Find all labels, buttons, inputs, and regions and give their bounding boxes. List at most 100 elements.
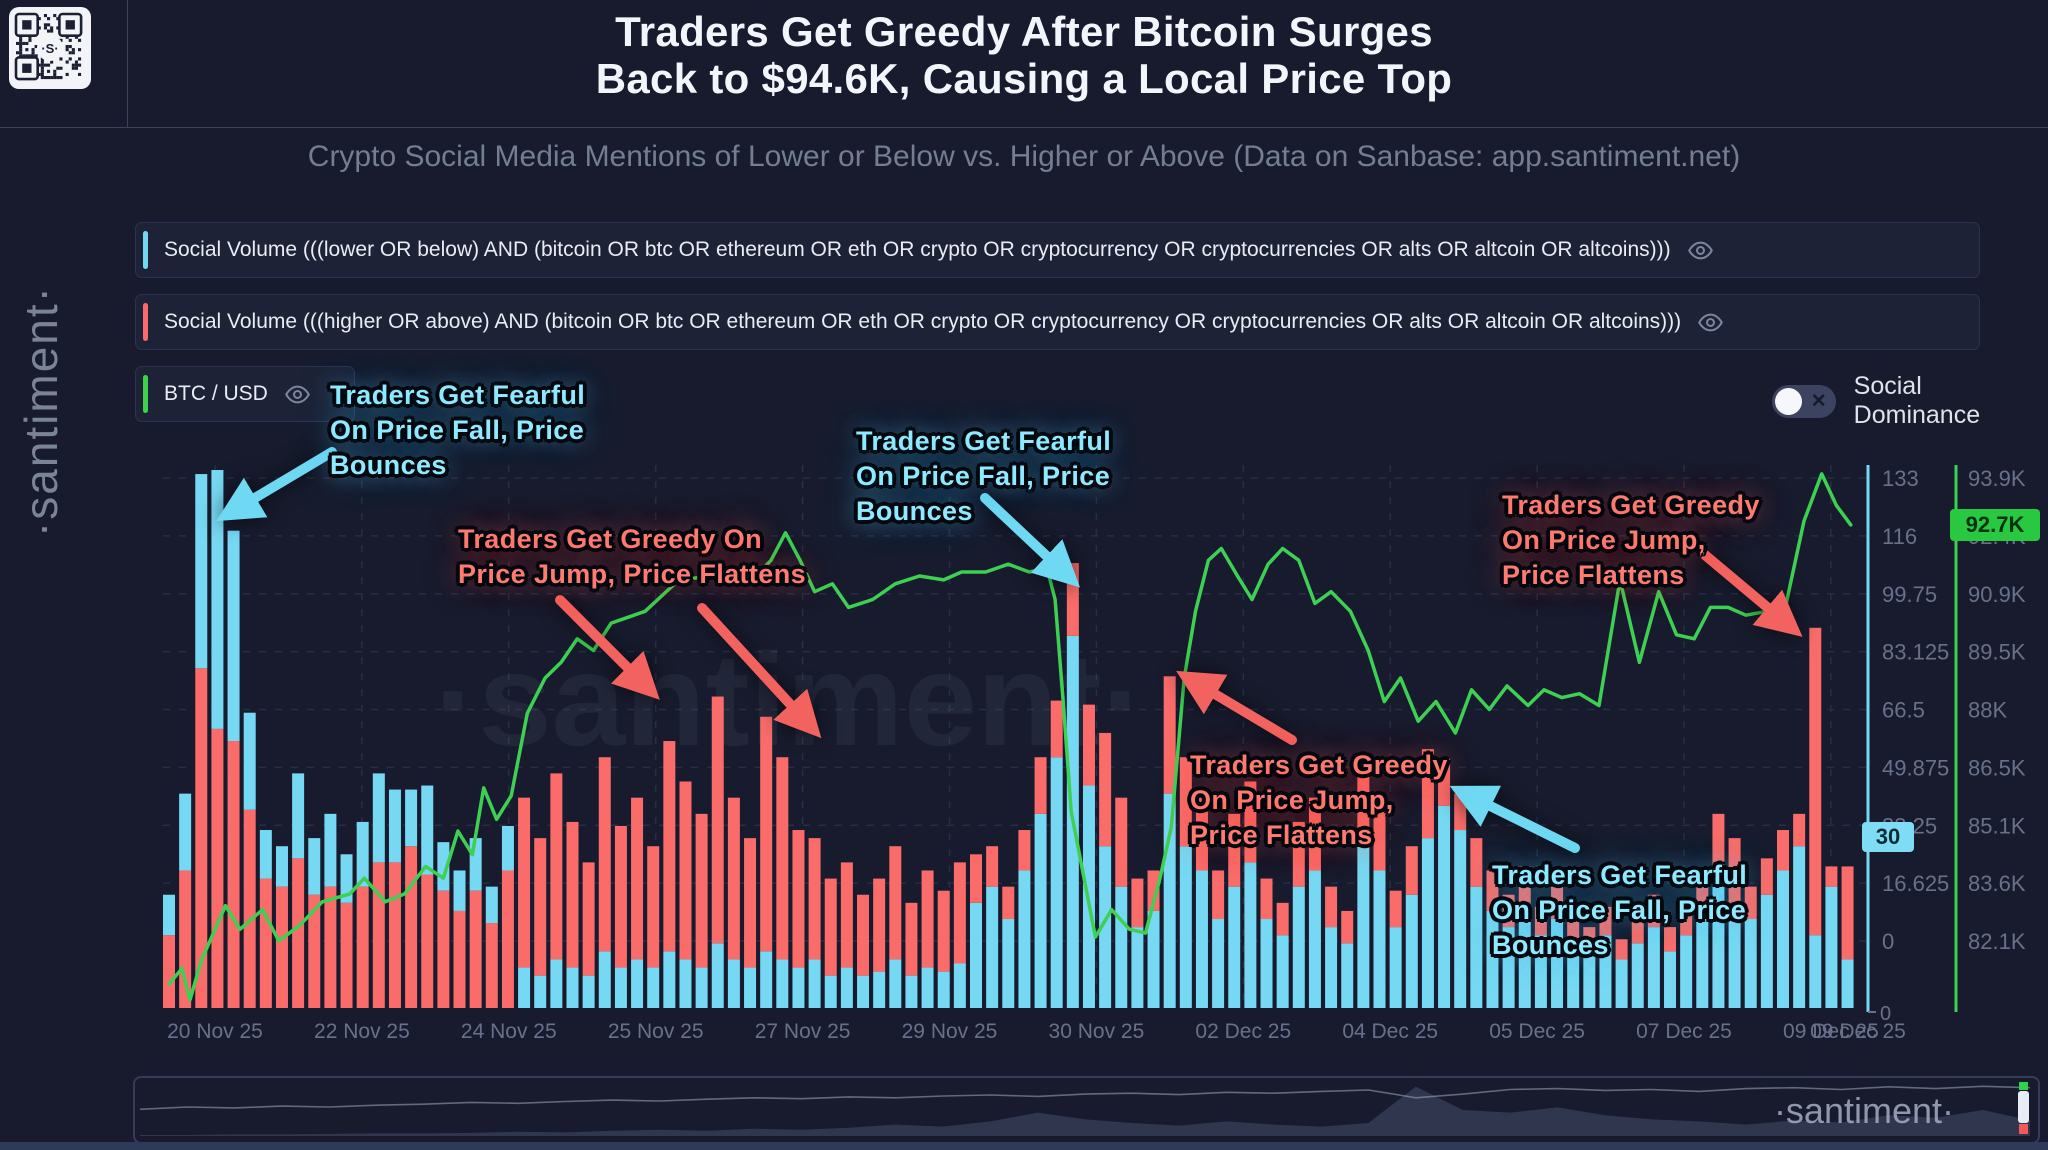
volume-bar[interactable]	[873, 971, 886, 1008]
volume-bar[interactable]	[905, 902, 918, 976]
minimap-drag-handle[interactable]	[2018, 1091, 2029, 1123]
volume-bar[interactable]	[1228, 813, 1241, 887]
volume-bar[interactable]	[905, 975, 918, 1008]
volume-bar[interactable]	[1454, 830, 1467, 1008]
volume-bar[interactable]	[1373, 870, 1386, 1008]
volume-bar[interactable]	[1115, 886, 1128, 1008]
volume-bar[interactable]	[1405, 846, 1418, 895]
volume-bar[interactable]	[518, 967, 531, 1008]
volume-bar[interactable]	[1034, 757, 1047, 814]
volume-bar[interactable]	[1551, 886, 1564, 920]
volume-bar[interactable]	[501, 825, 514, 871]
volume-bar[interactable]	[1099, 846, 1112, 1008]
volume-bar[interactable]	[598, 757, 611, 952]
volume-bar[interactable]	[1147, 870, 1160, 911]
volume-bar[interactable]	[614, 967, 627, 1008]
volume-bar[interactable]	[388, 862, 401, 1008]
volume-bar[interactable]	[921, 870, 934, 968]
volume-bar[interactable]	[324, 813, 337, 887]
volume-bar[interactable]	[631, 797, 644, 960]
volume-bar[interactable]	[647, 967, 660, 1008]
volume-bar[interactable]	[1841, 959, 1854, 1008]
volume-bar[interactable]	[1357, 757, 1370, 847]
volume-bar[interactable]	[469, 890, 482, 1008]
volume-bar[interactable]	[824, 975, 837, 1008]
volume-bar[interactable]	[1502, 894, 1515, 928]
volume-bar[interactable]	[1583, 927, 1596, 952]
volume-bar[interactable]	[582, 975, 595, 1008]
volume-bar[interactable]	[1809, 935, 1822, 1008]
volume-bar[interactable]	[518, 797, 531, 968]
volume-bar[interactable]	[1212, 870, 1225, 920]
volume-bar[interactable]	[1712, 813, 1725, 887]
volume-bar[interactable]	[1647, 894, 1660, 928]
volume-bar[interactable]	[1050, 700, 1063, 758]
volume-bar[interactable]	[1825, 886, 1838, 1008]
volume-bar[interactable]	[631, 959, 644, 1008]
volume-bar[interactable]	[179, 793, 192, 871]
volume-bar[interactable]	[243, 712, 256, 810]
volume-bar[interactable]	[1534, 906, 1547, 936]
volume-bar[interactable]	[1567, 943, 1580, 1008]
volume-bar[interactable]	[695, 813, 708, 968]
volume-bar[interactable]	[1244, 781, 1257, 863]
volume-bar[interactable]	[372, 773, 385, 863]
volume-bar[interactable]	[711, 943, 724, 1008]
visibility-eye-icon[interactable]	[1687, 237, 1714, 264]
volume-bar[interactable]	[227, 530, 240, 742]
volume-bar[interactable]	[211, 470, 224, 729]
volume-bar[interactable]	[356, 886, 369, 1008]
volume-bar[interactable]	[534, 838, 547, 976]
volume-bar[interactable]	[1308, 797, 1321, 871]
volume-bar[interactable]	[163, 894, 175, 936]
volume-bar[interactable]	[1147, 910, 1160, 1008]
volume-bar[interactable]	[566, 821, 579, 968]
volume-bar[interactable]	[1195, 797, 1208, 871]
volume-bar[interactable]	[760, 716, 773, 952]
minimap-range-selector[interactable]: ·santiment·	[133, 1076, 2040, 1144]
volume-bar[interactable]	[808, 838, 821, 960]
volume-bar[interactable]	[1357, 846, 1370, 1008]
volume-bar[interactable]	[1438, 757, 1451, 806]
volume-bar[interactable]	[953, 862, 966, 964]
volume-bar[interactable]	[1131, 878, 1144, 928]
volume-bar[interactable]	[937, 971, 950, 1008]
volume-bar[interactable]	[744, 838, 757, 968]
volume-bar[interactable]	[1179, 846, 1192, 1008]
volume-bar[interactable]	[275, 846, 288, 887]
volume-bar[interactable]	[1631, 919, 1644, 944]
volume-bar[interactable]	[1276, 902, 1289, 936]
volume-bar[interactable]	[292, 773, 305, 859]
volume-bar[interactable]	[953, 963, 966, 1008]
volume-bar[interactable]	[986, 886, 999, 1008]
volume-bar[interactable]	[308, 838, 321, 895]
volume-bar[interactable]	[1082, 704, 1095, 786]
volume-bar[interactable]	[469, 838, 482, 891]
volume-bar[interactable]	[760, 951, 773, 1008]
volume-bar[interactable]	[1825, 866, 1838, 887]
volume-bar[interactable]	[534, 975, 547, 1008]
volume-bar[interactable]	[727, 797, 740, 960]
volume-bar[interactable]	[1421, 749, 1434, 839]
volume-bar[interactable]	[857, 975, 870, 1008]
volume-bar[interactable]	[195, 474, 208, 669]
volume-bar[interactable]	[970, 854, 982, 903]
volume-bar[interactable]	[1647, 927, 1660, 1008]
volume-bar[interactable]	[776, 959, 789, 1008]
volume-bar[interactable]	[1260, 919, 1273, 1008]
volume-bar[interactable]	[1583, 951, 1596, 1008]
volume-bar[interactable]	[1696, 882, 1709, 920]
volume-bar[interactable]	[1680, 935, 1693, 1008]
volume-bar[interactable]	[1502, 927, 1515, 1008]
volume-bar[interactable]	[889, 846, 902, 960]
volume-bar[interactable]	[1518, 902, 1531, 1008]
volume-bar[interactable]	[1389, 890, 1402, 928]
volume-bar[interactable]	[1777, 870, 1789, 1008]
volume-bar[interactable]	[663, 741, 676, 952]
legend-item-btc-usd[interactable]: BTC / USD	[135, 366, 355, 422]
volume-bar[interactable]	[1244, 862, 1257, 1008]
volume-bar[interactable]	[1777, 830, 1789, 871]
volume-bar[interactable]	[679, 781, 692, 960]
volume-bar[interactable]	[840, 862, 853, 968]
